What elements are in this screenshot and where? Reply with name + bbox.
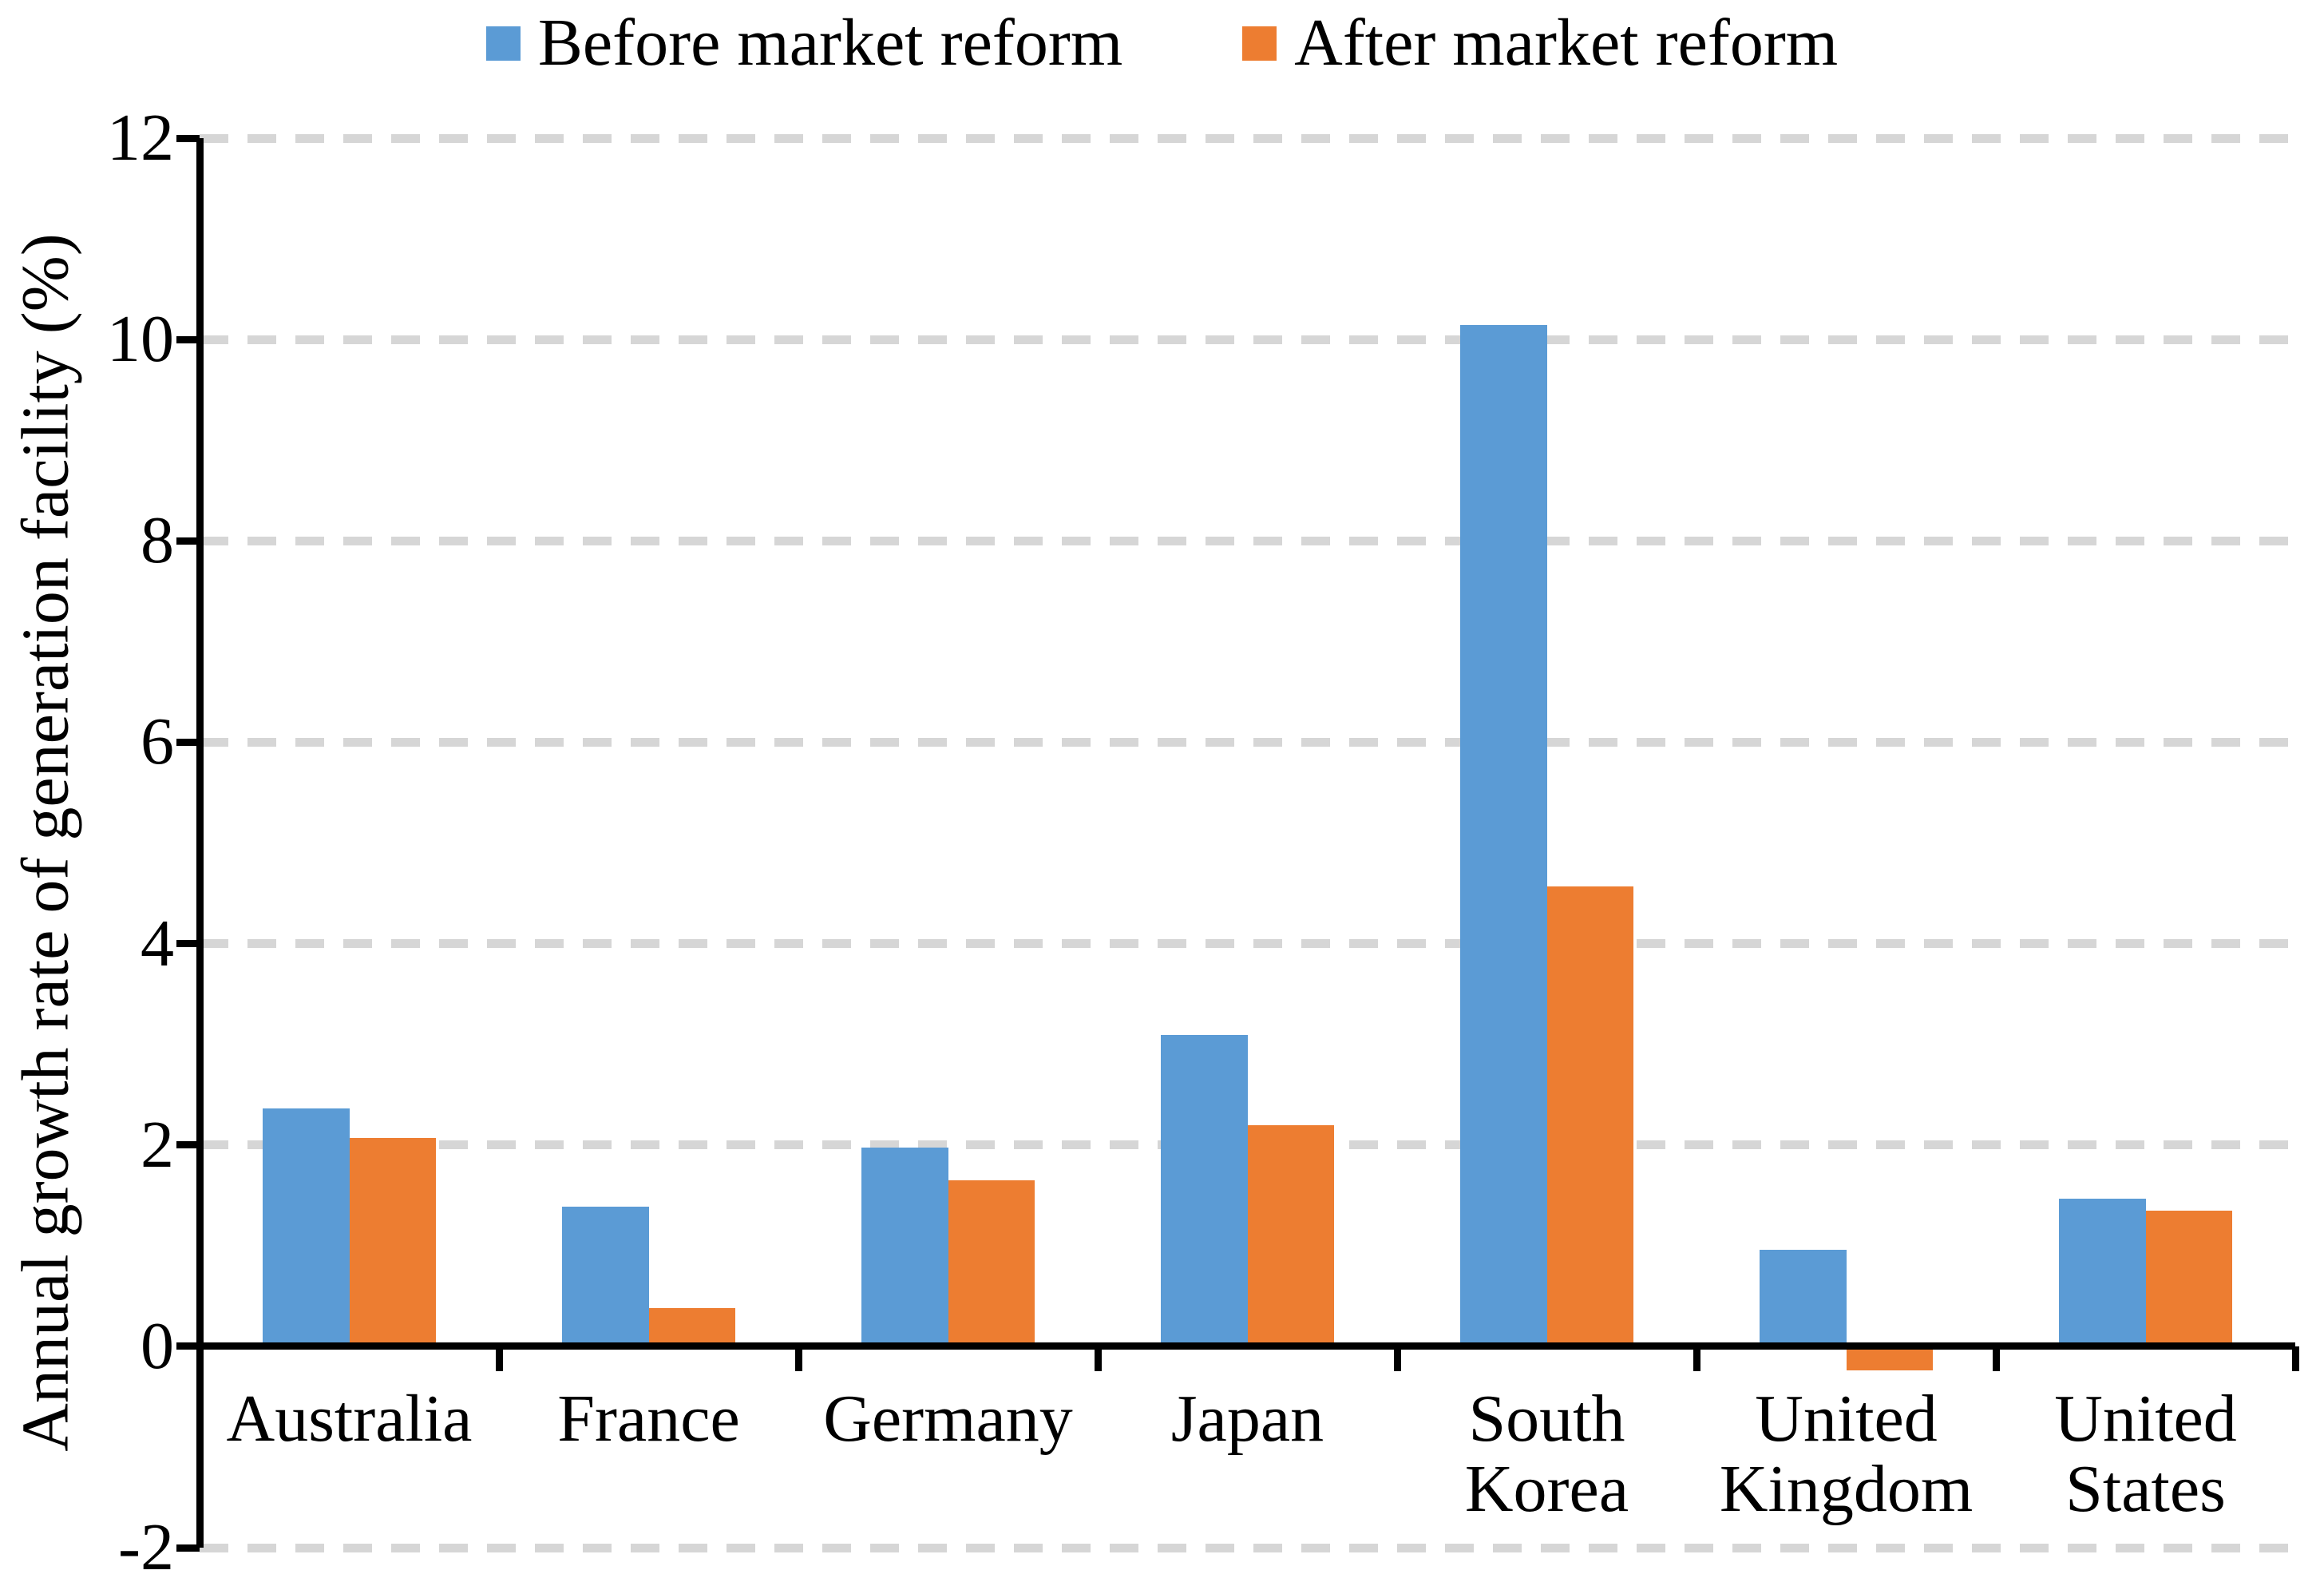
legend: Before market reform After market reform bbox=[0, 5, 2324, 81]
bar-australia-after-market-reform bbox=[349, 1137, 436, 1346]
legend-swatch-before-market-reform bbox=[485, 26, 521, 61]
x-category-label-south-korea: South Korea bbox=[1464, 1382, 1629, 1526]
gridline-6 bbox=[200, 737, 2295, 747]
y-tick-label--2: -2 bbox=[118, 1510, 174, 1584]
legend-label-before-market-reform: Before market reform bbox=[537, 6, 1123, 80]
y-tick-label-2: 2 bbox=[141, 1107, 174, 1182]
x-axis-tick-7 bbox=[2291, 1346, 2299, 1371]
legend-item-after-market-reform: After market reform bbox=[1242, 10, 1838, 77]
gridline-8 bbox=[200, 536, 2295, 545]
bar-united-states-after-market-reform bbox=[2145, 1210, 2232, 1346]
bar-germany-before-market-reform bbox=[861, 1148, 948, 1346]
y-tick-label-10: 10 bbox=[107, 302, 174, 377]
x-axis-tick-3 bbox=[1094, 1346, 1102, 1371]
x-axis-tick-2 bbox=[794, 1346, 802, 1371]
legend-swatch-after-market-reform bbox=[1242, 26, 1277, 61]
bar-united-states-before-market-reform bbox=[2059, 1198, 2146, 1346]
x-category-label-france: France bbox=[557, 1382, 740, 1456]
y-tick-label-0: 0 bbox=[141, 1308, 174, 1383]
y-axis-tick-12 bbox=[176, 134, 200, 142]
y-tick-label-8: 8 bbox=[141, 503, 174, 578]
y-axis-line bbox=[196, 138, 204, 1548]
plot-area bbox=[176, 133, 2299, 1552]
x-axis-tick-0 bbox=[196, 1346, 204, 1371]
y-axis-tick-8 bbox=[176, 537, 200, 545]
x-axis-tick-4 bbox=[1393, 1346, 1401, 1371]
legend-item-before-market-reform: Before market reform bbox=[485, 6, 1123, 80]
y-tick-label-12: 12 bbox=[107, 101, 174, 175]
x-axis-tick-6 bbox=[1992, 1346, 2000, 1371]
bar-south-korea-before-market-reform bbox=[1460, 325, 1547, 1346]
bar-germany-after-market-reform bbox=[948, 1180, 1035, 1346]
bar-united-kingdom-after-market-reform bbox=[1846, 1346, 1933, 1371]
legend-label-after-market-reform: After market reform bbox=[1294, 6, 1839, 80]
x-axis-line bbox=[200, 1342, 2295, 1350]
gridline--2 bbox=[200, 1543, 2295, 1552]
y-tick-label-6: 6 bbox=[141, 704, 174, 779]
x-category-label-australia: Australia bbox=[226, 1382, 473, 1456]
y-axis-tick-6 bbox=[176, 738, 200, 746]
bar-south-korea-after-market-reform bbox=[1546, 886, 1633, 1346]
bar-united-kingdom-before-market-reform bbox=[1760, 1249, 1847, 1346]
gridline-4 bbox=[200, 939, 2295, 949]
x-category-label-united-states: United States bbox=[2054, 1382, 2237, 1526]
bar-japan-after-market-reform bbox=[1247, 1124, 1334, 1346]
y-axis-tick-10 bbox=[176, 335, 200, 343]
x-axis-tick-1 bbox=[495, 1346, 503, 1371]
y-axis-title: Annual growth rate of generation facilit… bbox=[8, 233, 83, 1452]
x-category-label-united-kingdom: United Kingdom bbox=[1719, 1382, 1974, 1526]
x-category-label-germany: Germany bbox=[823, 1382, 1073, 1456]
bar-france-before-market-reform bbox=[562, 1206, 649, 1346]
y-axis-tick--2 bbox=[176, 1544, 200, 1552]
y-axis-tick-4 bbox=[176, 940, 200, 948]
gridline-12 bbox=[200, 133, 2295, 143]
x-category-label-japan: Japan bbox=[1170, 1382, 1324, 1456]
bar-france-after-market-reform bbox=[648, 1307, 735, 1346]
y-axis-tick-0 bbox=[176, 1342, 200, 1350]
bar-japan-before-market-reform bbox=[1161, 1035, 1248, 1346]
x-axis-tick-5 bbox=[1693, 1346, 1700, 1371]
gridline-10 bbox=[200, 335, 2295, 344]
y-tick-label-4: 4 bbox=[141, 906, 174, 981]
bar-australia-before-market-reform bbox=[263, 1108, 350, 1346]
y-axis-tick-2 bbox=[176, 1141, 200, 1149]
